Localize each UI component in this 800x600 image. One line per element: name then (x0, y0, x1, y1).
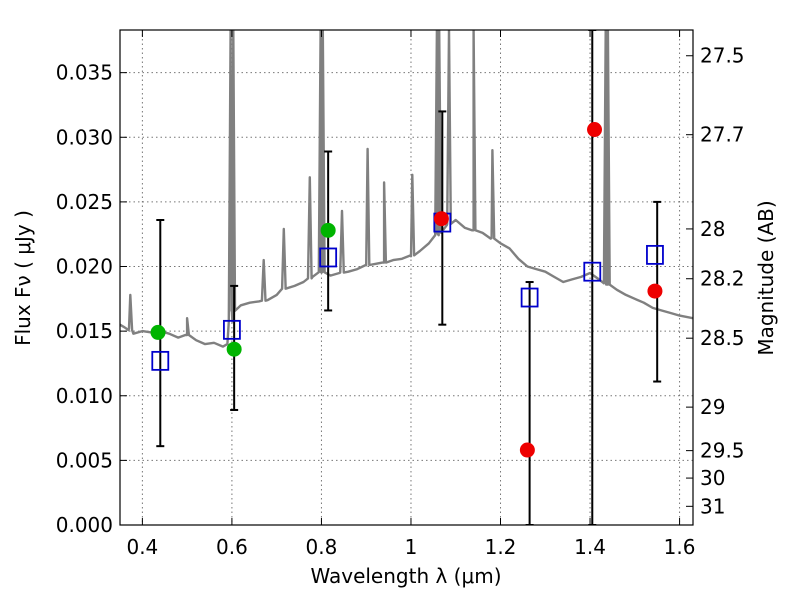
y2-tick-label: 28.5 (700, 326, 745, 350)
green-flux-point (320, 222, 336, 238)
x-axis-label: Wavelength λ (μm) (310, 564, 501, 588)
x-tick-label: 1.4 (574, 535, 606, 559)
y2-tick-label: 29.5 (700, 439, 745, 463)
model-flux-box (646, 244, 664, 265)
model-flux-box (319, 247, 338, 268)
y-tick-label: 0.025 (56, 190, 113, 214)
y2-tick-label: 27.7 (700, 123, 745, 147)
model-flux-box (520, 287, 539, 308)
y2-axis-label: Magnitude (AB) (754, 200, 778, 355)
red-flux-point (587, 122, 603, 138)
y-tick-label: 0.010 (56, 384, 113, 408)
y-tick-label: 0.035 (56, 61, 113, 85)
y-tick-label: 0.030 (56, 125, 113, 149)
axis-ticks (120, 30, 693, 526)
x-tick-label: 1 (405, 535, 418, 559)
red-flux-point (433, 211, 449, 227)
template-spectrum (120, 30, 693, 348)
y-tick-label: 0.005 (56, 448, 113, 472)
y-tick-label: 0.000 (56, 513, 113, 537)
x-tick-label: 0.6 (216, 535, 248, 559)
x-tick-label: 0.4 (126, 535, 158, 559)
y-tick-label: 0.020 (56, 255, 113, 279)
x-tick-label: 1.2 (485, 535, 517, 559)
model-flux-box (223, 319, 241, 340)
green-flux-point (226, 341, 242, 357)
y-axis-label: Flux Fν ( μJy ) (11, 210, 35, 346)
model-flux-box (151, 350, 170, 371)
plot-frame (119, 29, 694, 526)
y2-tick-label: 28.2 (700, 267, 745, 291)
template-spectrum-line (120, 30, 693, 348)
y2-tick-label: 30 (700, 466, 725, 490)
x-tick-label: 0.8 (306, 535, 338, 559)
tick-labels: 0.4 0.6 0.8 1 1.2 1.4 1.6 0.000 0.005 0.010 0.015 0… (56, 44, 745, 559)
red-flux-point (647, 283, 663, 299)
y2-tick-label: 27.5 (700, 44, 745, 68)
y-tick-label: 0.015 (56, 319, 113, 343)
red-flux-point (519, 442, 535, 458)
x-tick-label: 1.6 (664, 535, 696, 559)
model-flux-box (583, 261, 602, 282)
photometry-points (150, 122, 664, 458)
y2-tick-label: 28 (700, 217, 725, 241)
y2-tick-label: 31 (700, 494, 725, 518)
y2-tick-label: 29 (700, 395, 725, 419)
green-flux-point (150, 324, 166, 340)
